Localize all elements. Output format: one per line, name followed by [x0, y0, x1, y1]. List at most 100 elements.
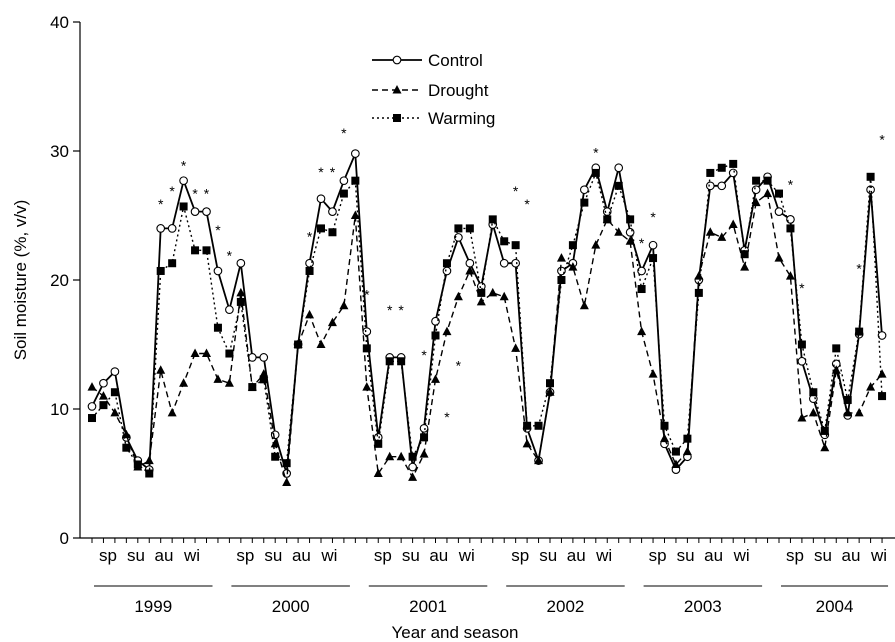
data-point-warming — [603, 215, 612, 224]
significance-star: * — [227, 248, 233, 264]
year-label: 2000 — [272, 597, 310, 616]
year-label: 2004 — [816, 597, 854, 616]
data-point-drought — [98, 391, 108, 400]
data-point-warming — [202, 246, 211, 255]
data-point-control — [705, 181, 715, 191]
data-point-warming — [809, 388, 818, 397]
data-point-drought — [121, 429, 131, 439]
data-point-warming — [832, 344, 841, 353]
data-point-control — [465, 258, 475, 268]
data-point-warming — [271, 452, 280, 461]
data-point-drought — [431, 374, 440, 383]
season-label: wi — [183, 546, 200, 565]
data-point-drought — [660, 433, 669, 443]
season-label: sp — [374, 546, 392, 565]
legend-marker-control — [392, 55, 402, 65]
data-point-warming — [431, 331, 440, 340]
data-point-drought — [682, 446, 692, 456]
season-label: su — [264, 546, 282, 565]
data-point-warming — [477, 288, 486, 297]
data-point-drought — [362, 382, 372, 391]
data-point-drought — [408, 472, 418, 481]
data-point-control — [728, 168, 738, 178]
significance-star: * — [364, 286, 370, 302]
data-point-warming — [362, 344, 371, 353]
data-point-warming — [442, 259, 451, 268]
data-point-warming — [328, 228, 337, 237]
significance-star: * — [456, 357, 462, 373]
y-tick-label: 40 — [50, 13, 69, 32]
data-point-warming — [156, 266, 165, 275]
data-point-drought — [614, 227, 624, 236]
season-label: wi — [870, 546, 887, 565]
significance-star: * — [856, 261, 862, 277]
data-point-warming — [775, 189, 783, 198]
data-point-warming — [133, 460, 142, 469]
significance-star: * — [513, 183, 519, 199]
significance-star: * — [192, 186, 198, 202]
data-point-drought — [327, 317, 337, 327]
season-label: wi — [595, 546, 612, 565]
data-point-warming — [305, 266, 314, 275]
data-point-control — [316, 194, 326, 204]
legend-label-drought: Drought — [428, 81, 489, 100]
data-point-control — [614, 163, 624, 173]
year-label: 2003 — [684, 597, 722, 616]
data-point-control — [499, 258, 509, 268]
season-label: wi — [458, 546, 475, 565]
data-point-control — [602, 207, 612, 216]
data-point-warming — [752, 176, 761, 185]
data-point-control — [202, 207, 211, 216]
data-point-drought — [625, 236, 635, 245]
data-point-warming — [317, 224, 325, 233]
data-point-warming — [660, 421, 669, 430]
data-point-warming — [259, 375, 268, 384]
data-point-warming — [385, 357, 394, 366]
significance-star: * — [524, 196, 530, 212]
data-point-drought — [717, 232, 727, 241]
significance-star: * — [387, 302, 393, 318]
data-point-control — [87, 402, 97, 411]
data-point-warming — [855, 327, 864, 336]
data-point-drought — [87, 382, 97, 391]
data-point-warming — [236, 297, 245, 306]
legend-marker-warming — [393, 114, 401, 122]
data-point-control — [637, 266, 646, 276]
data-point-drought — [442, 326, 452, 336]
data-point-drought — [785, 271, 795, 280]
data-point-drought — [637, 326, 647, 336]
significance-star: * — [639, 235, 645, 251]
data-point-drought — [774, 253, 784, 262]
data-point-warming — [649, 254, 658, 263]
data-point-drought — [236, 287, 246, 297]
data-point-warming — [213, 323, 222, 332]
data-point-drought — [556, 253, 566, 262]
data-point-control — [648, 240, 658, 250]
significance-star: * — [169, 183, 175, 199]
data-point-drought — [763, 188, 773, 198]
data-point-drought — [854, 407, 864, 417]
data-point-warming — [820, 426, 829, 435]
data-point-warming — [626, 215, 635, 224]
data-point-warming — [694, 288, 703, 297]
data-point-drought — [831, 365, 841, 374]
legend-label-control: Control — [428, 51, 483, 70]
data-point-control — [362, 327, 372, 336]
data-point-drought — [694, 271, 704, 280]
data-point-control — [431, 316, 440, 326]
data-point-warming — [786, 224, 795, 233]
data-point-drought — [591, 240, 601, 249]
data-point-warming — [191, 246, 200, 255]
data-point-drought — [144, 455, 154, 465]
data-point-control — [717, 181, 727, 191]
data-point-control — [339, 176, 349, 186]
season-label: wi — [320, 546, 337, 565]
data-point-control — [179, 176, 188, 186]
data-point-warming — [397, 357, 406, 366]
data-point-warming — [408, 452, 417, 461]
data-point-drought — [820, 442, 830, 452]
data-point-warming — [580, 198, 589, 207]
data-point-warming — [557, 276, 566, 284]
data-point-warming — [683, 434, 692, 443]
significance-star: * — [421, 347, 427, 363]
